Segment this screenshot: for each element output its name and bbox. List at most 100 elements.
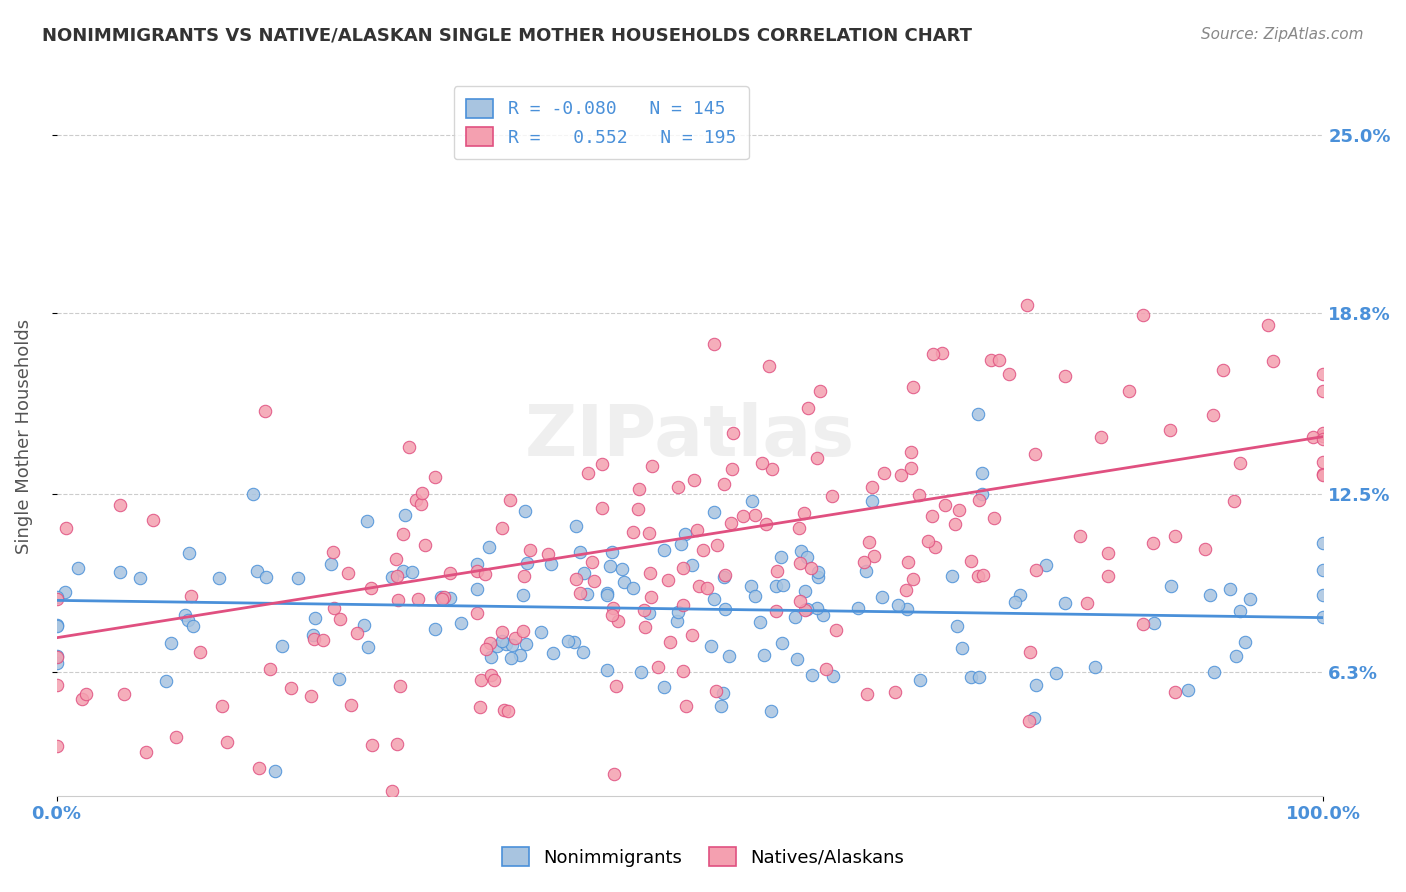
- Point: [793, 506, 815, 520]
- Point: [496, 704, 519, 718]
- Point: [1312, 610, 1334, 624]
- Point: [512, 624, 534, 638]
- Point: [360, 581, 382, 595]
- Point: [633, 620, 655, 634]
- Point: [583, 574, 606, 588]
- Point: [1225, 649, 1247, 664]
- Point: [751, 456, 773, 470]
- Point: [401, 565, 423, 579]
- Point: [388, 679, 411, 693]
- Point: [75, 687, 97, 701]
- Point: [299, 690, 322, 704]
- Point: [1142, 536, 1164, 550]
- Point: [668, 480, 690, 494]
- Point: [683, 473, 706, 487]
- Point: [647, 660, 669, 674]
- Point: [304, 611, 326, 625]
- Point: [681, 558, 703, 572]
- Point: [790, 544, 813, 558]
- Point: [959, 670, 981, 684]
- Point: [789, 594, 811, 608]
- Point: [599, 558, 621, 573]
- Point: [681, 628, 703, 642]
- Point: [605, 679, 627, 693]
- Point: [602, 600, 624, 615]
- Point: [177, 546, 200, 560]
- Point: [264, 764, 287, 778]
- Point: [789, 556, 811, 570]
- Point: [641, 458, 664, 473]
- Point: [423, 622, 446, 636]
- Point: [503, 631, 526, 645]
- Point: [254, 570, 277, 584]
- Point: [887, 599, 910, 613]
- Point: [983, 511, 1005, 525]
- Point: [733, 509, 755, 524]
- Point: [673, 527, 696, 541]
- Point: [1132, 617, 1154, 632]
- Point: [1312, 563, 1334, 577]
- Point: [713, 477, 735, 491]
- Point: [1202, 408, 1225, 422]
- Point: [591, 501, 613, 516]
- Point: [45, 656, 67, 670]
- Point: [855, 687, 877, 701]
- Point: [515, 637, 537, 651]
- Point: [1177, 682, 1199, 697]
- Point: [633, 603, 655, 617]
- Point: [862, 480, 884, 494]
- Point: [959, 554, 981, 568]
- Point: [896, 602, 918, 616]
- Point: [398, 440, 420, 454]
- Point: [796, 601, 818, 615]
- Point: [853, 555, 876, 569]
- Point: [755, 516, 778, 531]
- Point: [686, 523, 709, 537]
- Point: [512, 569, 534, 583]
- Point: [1084, 660, 1107, 674]
- Point: [1257, 318, 1279, 333]
- Point: [425, 470, 447, 484]
- Point: [470, 673, 492, 688]
- Point: [988, 352, 1011, 367]
- Point: [897, 555, 920, 569]
- Point: [135, 745, 157, 759]
- Point: [385, 569, 408, 583]
- Point: [696, 581, 718, 595]
- Point: [312, 632, 335, 647]
- Point: [706, 538, 728, 552]
- Point: [797, 401, 820, 415]
- Point: [761, 462, 783, 476]
- Point: [638, 606, 661, 620]
- Point: [45, 590, 67, 604]
- Point: [659, 635, 682, 649]
- Point: [565, 572, 588, 586]
- Point: [703, 337, 725, 351]
- Point: [568, 585, 591, 599]
- Point: [1222, 493, 1244, 508]
- Point: [967, 670, 990, 684]
- Point: [1097, 568, 1119, 582]
- Point: [1097, 546, 1119, 560]
- Point: [114, 687, 136, 701]
- Point: [495, 637, 517, 651]
- Point: [328, 672, 350, 686]
- Point: [394, 508, 416, 522]
- Point: [1312, 429, 1334, 443]
- Point: [783, 609, 806, 624]
- Point: [765, 579, 787, 593]
- Point: [516, 556, 538, 570]
- Point: [967, 408, 990, 422]
- Point: [385, 552, 408, 566]
- Point: [1194, 542, 1216, 557]
- Point: [45, 677, 67, 691]
- Point: [108, 498, 131, 512]
- Point: [967, 492, 990, 507]
- Point: [941, 569, 963, 583]
- Point: [603, 767, 626, 781]
- Point: [855, 565, 877, 579]
- Point: [628, 483, 651, 497]
- Point: [1312, 467, 1334, 481]
- Point: [917, 533, 939, 548]
- Point: [1045, 666, 1067, 681]
